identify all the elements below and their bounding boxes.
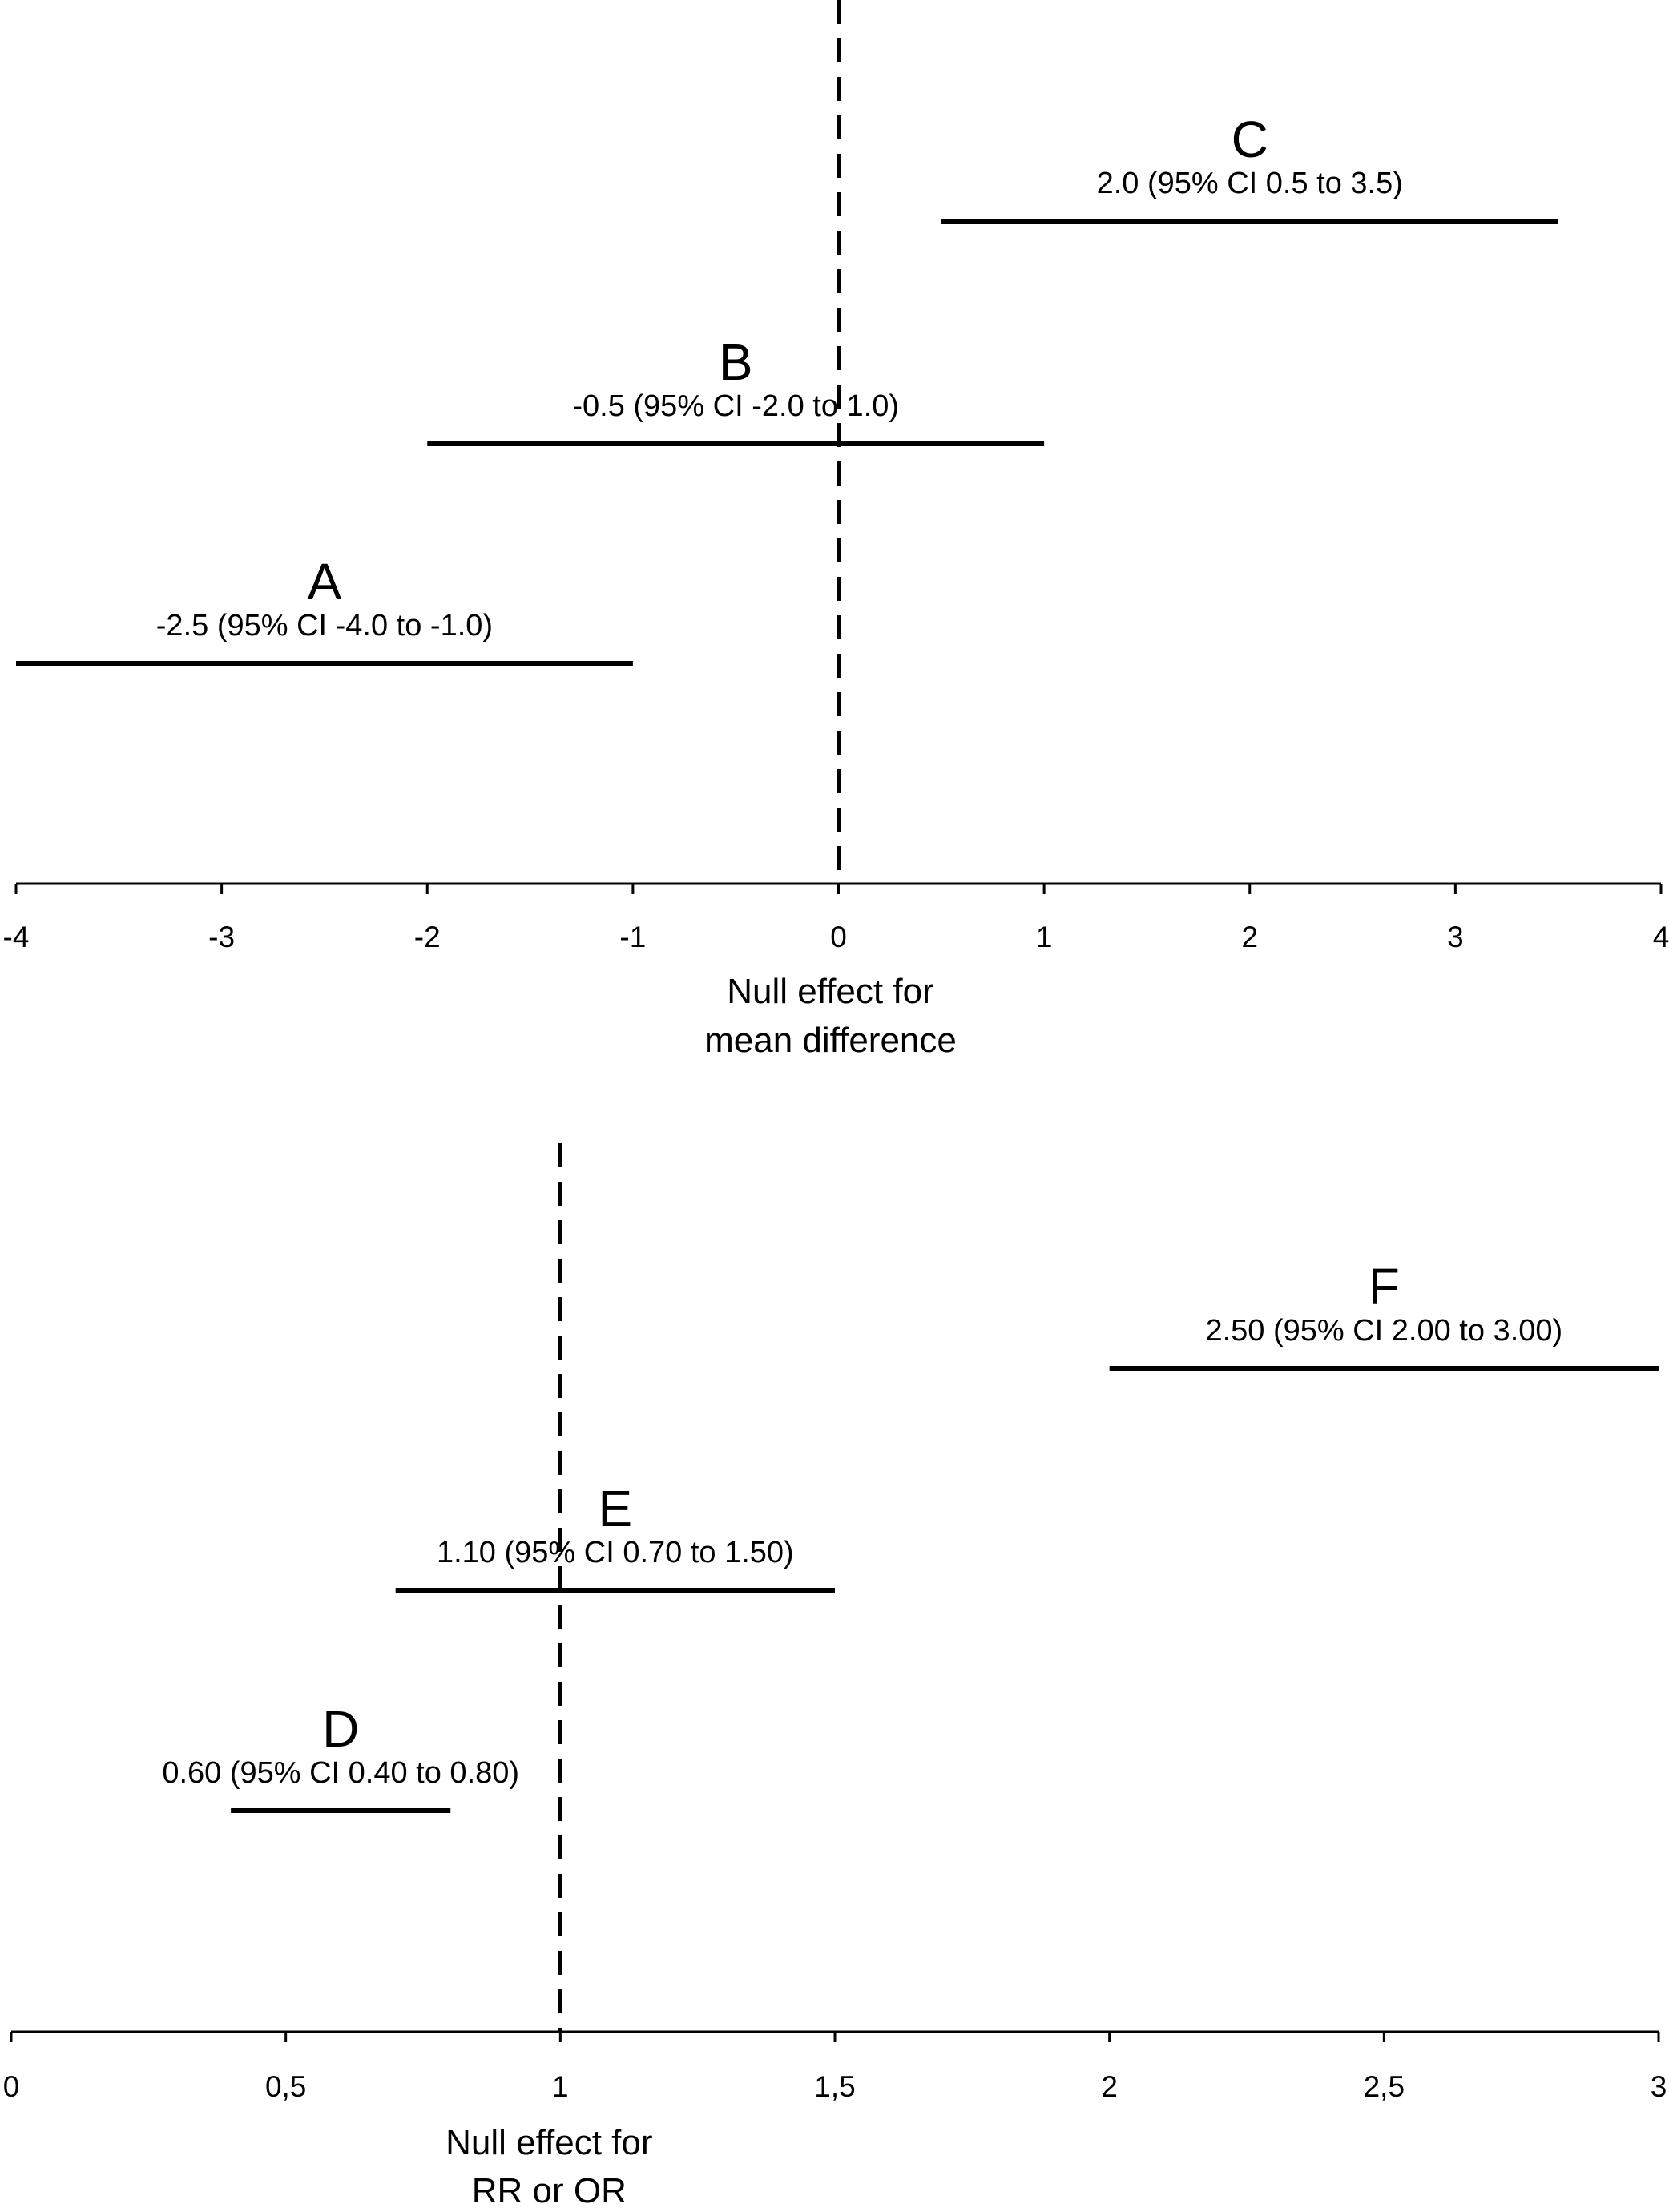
ci-letter-d: D <box>322 1700 359 1758</box>
x-tick-label: 1 <box>552 2070 569 2103</box>
x-tick-label: 3 <box>1651 2070 1667 2103</box>
x-tick-label: 0,5 <box>265 2070 306 2103</box>
ci-text-d: 0.60 (95% CI 0.40 to 0.80) <box>162 1756 519 1790</box>
ci-letter-f: F <box>1369 1258 1400 1316</box>
ci-text-f: 2.50 (95% CI 2.00 to 3.00) <box>1205 1314 1562 1348</box>
x-tick-label: -2 <box>414 921 441 953</box>
ci-letter-e: E <box>599 1480 633 1537</box>
null-effect-label: Null effect for <box>445 2123 652 2162</box>
x-tick-label: -4 <box>3 921 30 953</box>
ci-text-c: 2.0 (95% CI 0.5 to 3.5) <box>1097 167 1403 200</box>
null-effect-label: RR or OR <box>472 2171 627 2208</box>
x-tick-label: 2 <box>1241 921 1258 953</box>
null-effect-label: mean difference <box>704 1021 957 1060</box>
ci-text-b: -0.5 (95% CI -2.0 to 1.0) <box>572 389 899 423</box>
x-tick-label: 4 <box>1653 921 1669 953</box>
x-tick-label: 2 <box>1101 2070 1118 2103</box>
ci-letter-b: B <box>719 333 753 391</box>
x-tick-label: -3 <box>208 921 235 953</box>
ci-text-e: 1.10 (95% CI 0.70 to 1.50) <box>437 1536 794 1569</box>
x-tick-label: 0 <box>3 2070 20 2103</box>
ci-letter-a: A <box>308 553 342 610</box>
x-tick-label: 1 <box>1036 921 1053 953</box>
ci-letter-c: C <box>1232 111 1268 168</box>
x-tick-label: 1,5 <box>814 2070 855 2103</box>
ci-text-a: -2.5 (95% CI -4.0 to -1.0) <box>156 609 493 643</box>
x-tick-label: 2,5 <box>1364 2070 1405 2103</box>
x-tick-label: 0 <box>830 921 847 953</box>
x-tick-label: 3 <box>1447 921 1464 953</box>
null-effect-label: Null effect for <box>727 972 933 1011</box>
x-tick-label: -1 <box>619 921 646 953</box>
